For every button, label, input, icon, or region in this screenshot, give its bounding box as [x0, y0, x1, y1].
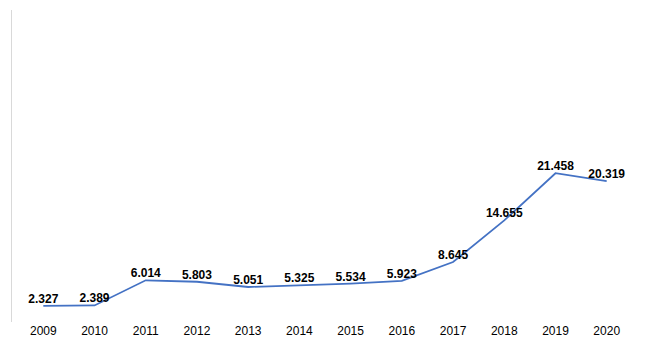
- svg-text:21.458: 21.458: [537, 159, 574, 173]
- svg-text:2017: 2017: [440, 324, 467, 338]
- svg-text:8.645: 8.645: [438, 248, 468, 262]
- svg-text:2012: 2012: [184, 324, 211, 338]
- svg-text:5.923: 5.923: [387, 267, 417, 281]
- svg-text:2018: 2018: [491, 324, 518, 338]
- svg-text:2015: 2015: [337, 324, 364, 338]
- svg-text:2009: 2009: [30, 324, 57, 338]
- svg-text:2010: 2010: [81, 324, 108, 338]
- svg-text:6.014: 6.014: [131, 266, 161, 280]
- svg-text:2.389: 2.389: [80, 291, 110, 305]
- svg-text:2013: 2013: [235, 324, 262, 338]
- svg-text:5.325: 5.325: [284, 271, 314, 285]
- svg-text:2019: 2019: [542, 324, 569, 338]
- svg-text:5.051: 5.051: [233, 273, 263, 287]
- svg-text:2.327: 2.327: [28, 292, 58, 306]
- svg-text:2014: 2014: [286, 324, 313, 338]
- svg-text:5.803: 5.803: [182, 268, 212, 282]
- svg-text:5.534: 5.534: [336, 270, 366, 284]
- svg-text:20.319: 20.319: [588, 167, 625, 181]
- svg-text:2011: 2011: [133, 324, 159, 338]
- svg-text:2016: 2016: [388, 324, 415, 338]
- svg-text:14.655: 14.655: [486, 206, 523, 220]
- svg-text:2020: 2020: [593, 324, 620, 338]
